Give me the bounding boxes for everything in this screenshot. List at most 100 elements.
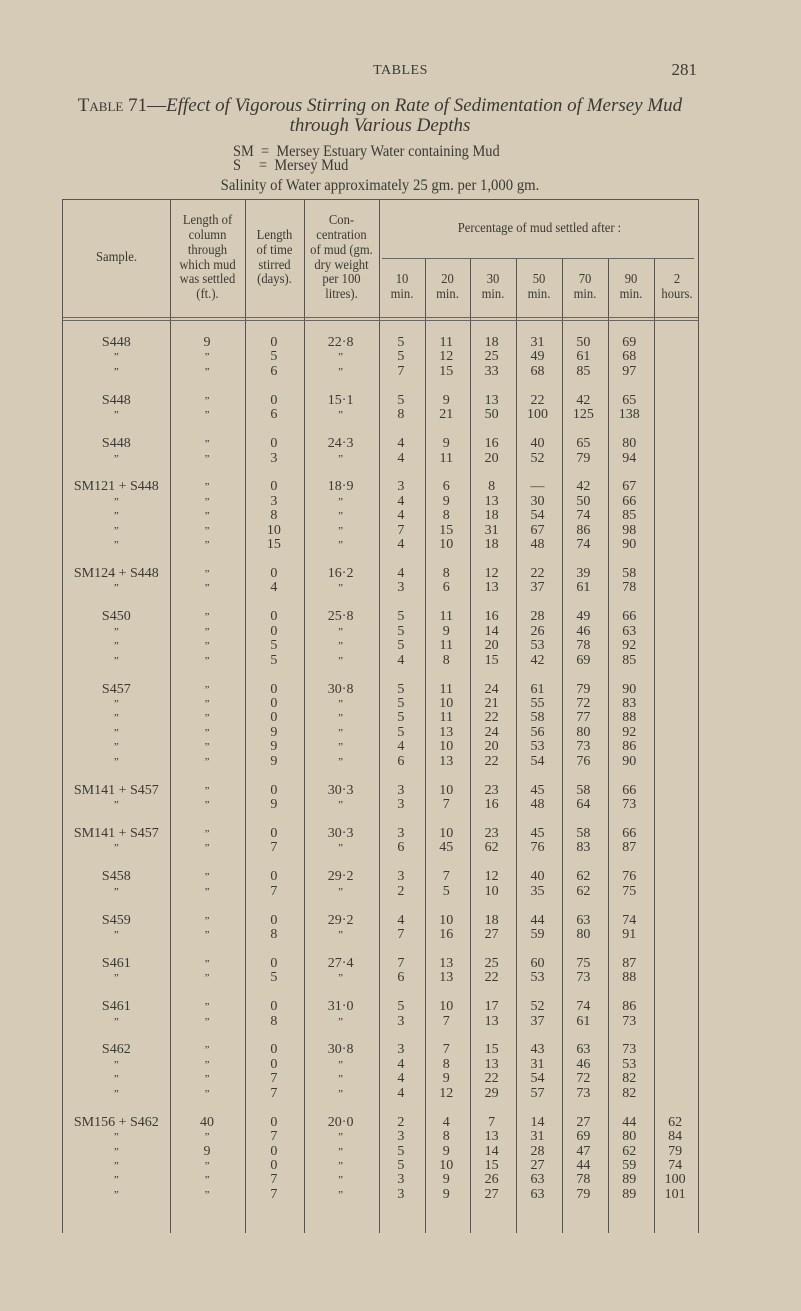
stirred-cell: 7 [270, 1186, 278, 1202]
pct-10min: 5 [397, 335, 405, 350]
table-title: Table 71—Effect of Vigorous Stirring on … [40, 96, 720, 115]
pct-70min: 74 [576, 537, 591, 553]
length-cell: ” [204, 365, 210, 378]
pct-30min: 18 [484, 508, 499, 524]
pct-70min: 125 [572, 407, 594, 423]
concentration-cell: ” [338, 928, 344, 941]
table-row: S459 ” 0 29·2 4 10 18 44 63 74 [63, 913, 698, 928]
table-row: ” ” 15 ” 4 10 18 48 74 90 [63, 537, 698, 553]
pct-50min: 57 [530, 1085, 545, 1101]
table-row: ” ” 7 ” 6 45 62 76 83 87 [63, 840, 698, 855]
stirred-cell: 6 [270, 363, 278, 379]
pct-50min: 54 [530, 508, 545, 524]
concentration-cell: ” [338, 365, 344, 378]
pct-50min: 60 [530, 955, 545, 971]
pct-20min: 13 [439, 970, 454, 986]
pct-2hours [652, 971, 698, 985]
pct-2hours: 62 [668, 1114, 683, 1130]
pct-10min: 7 [397, 926, 405, 942]
pct-50min: 30 [530, 493, 545, 509]
pct-90min: 53 [622, 1056, 637, 1072]
sample-cell: ” [113, 1188, 119, 1201]
header-line: centration [316, 228, 367, 244]
stirred-cell: 8 [270, 508, 278, 524]
group-spacer [63, 379, 698, 393]
pct-30min: 33 [484, 363, 499, 379]
pct-10min: 6 [397, 753, 405, 769]
pct-30min: 13 [484, 493, 499, 509]
pct-30min: 18 [484, 335, 499, 350]
concentration-cell: 31·0 [327, 999, 354, 1015]
stirred-cell: 0 [270, 623, 278, 639]
pct-50min: 100 [527, 407, 548, 423]
table-row: ” ” 7 ” 3 9 26 63 78 89 100 [63, 1172, 698, 1187]
pct-30min: 29 [484, 1085, 499, 1101]
pct-30min: 50 [484, 407, 499, 423]
pct-90min: 88 [622, 970, 637, 986]
header-time-5: 90 min. [610, 259, 651, 317]
length-cell: ” [204, 524, 210, 537]
pct-20min: 15 [439, 363, 454, 379]
pct-90min: 69 [622, 335, 637, 350]
stirred-cell: 0 [270, 566, 278, 581]
pct-30min: 13 [484, 1013, 499, 1029]
pct-30min: 25 [484, 955, 499, 971]
concentration-cell: ” [338, 452, 344, 465]
table-row: SM124 + S448 ” 0 16·2 4 8 12 22 39 58 [63, 566, 698, 581]
pct-90min: 91 [622, 926, 637, 942]
pct-30min: 13 [484, 1056, 499, 1072]
pct-10min: 5 [397, 349, 405, 365]
pct-30min: 31 [484, 522, 499, 538]
pct-20min: 9 [442, 623, 450, 639]
length-cell: ” [204, 842, 210, 855]
pct-2hours [652, 394, 698, 408]
concentration-cell: ” [338, 539, 344, 552]
length-cell: ” [204, 726, 210, 739]
stirred-cell: 0 [270, 335, 278, 350]
concentration-cell: 30·3 [327, 825, 354, 841]
stirred-cell: 0 [270, 609, 278, 625]
pct-2hours: 101 [664, 1186, 686, 1202]
header-line: hours. [661, 287, 693, 302]
header-line: min. [619, 287, 643, 302]
pct-30min: 16 [484, 609, 499, 625]
pct-70min: 73 [576, 1085, 591, 1101]
stirred-cell: 7 [270, 1085, 278, 1101]
concentration-cell: ” [338, 1159, 344, 1172]
concentration-cell: ” [338, 726, 344, 739]
pct-50min: 37 [530, 1013, 545, 1029]
stirred-cell: 6 [270, 407, 278, 423]
pct-2hours: 79 [668, 1143, 683, 1159]
sample-cell: ” [113, 1073, 119, 1086]
pct-90min: 98 [622, 522, 637, 538]
pct-50min: 56 [530, 724, 545, 740]
group-spacer [63, 1101, 698, 1115]
pct-30min: 16 [484, 797, 499, 812]
length-cell: ” [204, 1058, 210, 1071]
length-cell: ” [204, 1044, 210, 1057]
pct-50min: 40 [530, 869, 545, 885]
stirred-cell: 0 [270, 479, 278, 495]
stirred-cell: 3 [270, 450, 278, 466]
concentration-cell: ” [338, 885, 344, 898]
sample-cell: ” [113, 1145, 119, 1158]
pct-90min: 63 [622, 623, 637, 639]
pct-70min: 63 [576, 1042, 591, 1058]
header-line: Sample. [96, 250, 137, 266]
sample-cell: S448 [101, 392, 131, 408]
pct-2hours [652, 697, 698, 711]
group-spacer [63, 812, 698, 826]
pct-90min: 87 [622, 955, 637, 971]
pct-2hours: 84 [668, 1129, 683, 1145]
pct-2hours [652, 1015, 698, 1029]
stirred-cell: 5 [270, 970, 278, 986]
length-cell: ” [204, 885, 210, 898]
length-cell: ” [204, 495, 210, 508]
pct-90min: 82 [622, 1071, 637, 1087]
pct-50min: 31 [530, 335, 545, 350]
sample-cell: ” [113, 510, 119, 523]
pct-20min: 7 [442, 1013, 450, 1029]
pct-2hours [652, 755, 698, 769]
pct-20min: 8 [442, 508, 450, 524]
pct-10min: 4 [397, 493, 405, 509]
